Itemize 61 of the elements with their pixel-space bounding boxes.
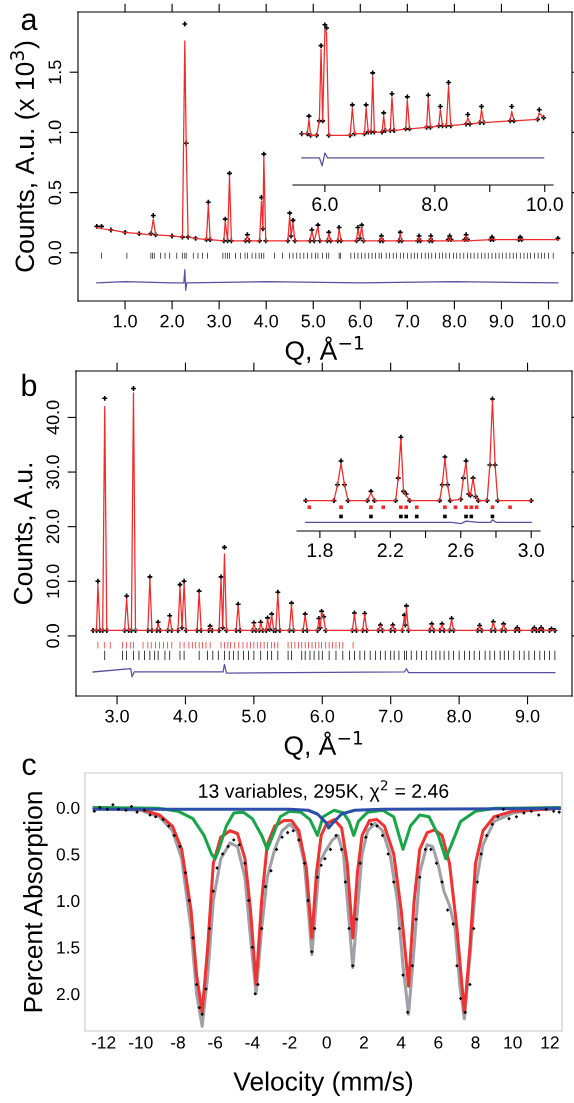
x-tick-label: -2 [282, 1036, 297, 1049]
annotation: 13 variables, 295K, χ$^{2}$ = 2.46 [199, 780, 449, 802]
x-tick-label: 7.0 [395, 314, 420, 328]
x-tick-label: -6 [208, 1036, 223, 1049]
y-tick-label: 1.5 [48, 60, 62, 84]
y-tick-label: 40.0 [46, 400, 60, 435]
x-tick-label: 4.0 [254, 314, 279, 328]
x-tick-label: -4 [245, 1036, 260, 1049]
y-tick-label: 1.5 [57, 941, 80, 954]
x-tick-label: 3.0 [105, 709, 129, 723]
y-tick-label: 10.0 [46, 564, 60, 598]
y-tick-label: 20.0 [46, 509, 60, 544]
x-axis-title: Q, Å$^{−1}$ [285, 336, 364, 365]
y-tick-label: 0.0 [56, 801, 80, 814]
x-tick-label: 6.0 [348, 314, 373, 328]
x-tick-label: 5.0 [242, 709, 266, 723]
x-tick-label: -10 [129, 1036, 153, 1049]
x-tick-label: -8 [171, 1036, 185, 1049]
x-tick-label: 2 [359, 1036, 368, 1049]
y-tick-label: 0.0 [46, 624, 60, 648]
x-tick-label: 10.0 [532, 314, 566, 328]
x-axis-title: Q, Å$^{−1}$ [284, 731, 363, 760]
y-axis-title: Counts, A.u. (x 10$^{3}$) [10, 41, 40, 272]
y-tick-label: 2.0 [56, 987, 80, 1001]
y-tick-label: 1.0 [48, 120, 62, 144]
x-tick-label: 2.6 [448, 543, 474, 558]
y-tick-label: 0.5 [48, 180, 62, 205]
x-tick-label: 8.0 [442, 314, 467, 328]
x-tick-label: 5.0 [301, 314, 326, 328]
x-tick-label: 12 [541, 1036, 559, 1049]
x-tick-label: 8.0 [447, 709, 471, 723]
x-tick-label: 6.0 [312, 197, 338, 212]
x-tick-label: 3.0 [518, 543, 544, 558]
y-tick-label: 0.0 [48, 240, 62, 265]
x-tick-label: 7.0 [379, 709, 403, 723]
y-tick-label: 30.0 [46, 455, 60, 489]
x-tick-label: 2.0 [160, 314, 184, 328]
y-axis-title: Counts, A.u. [13, 464, 36, 605]
chart-title: a [21, 13, 38, 31]
x-tick-label: 1.0 [113, 314, 137, 328]
x-tick-label: 8.0 [422, 197, 448, 212]
y-tick-label: 1.0 [57, 894, 80, 908]
x-tick-label: 9.0 [515, 709, 540, 723]
x-tick-label: 6.0 [310, 709, 335, 723]
x-tick-label: 8 [471, 1036, 480, 1049]
x-tick-label: 3.0 [207, 314, 231, 328]
x-tick-label: 2.2 [377, 543, 403, 557]
x-tick-label: 1.8 [307, 543, 333, 558]
x-tick-label: 4 [396, 1036, 406, 1049]
x-tick-label: 4.0 [173, 709, 198, 723]
y-tick-label: 0.5 [56, 848, 80, 861]
x-tick-label: 10.0 [527, 197, 563, 212]
chart-title: b [22, 373, 37, 397]
chart-title: c [22, 758, 36, 776]
y-axis-title: Percent Absorption [23, 792, 48, 1012]
x-tick-label: 0 [322, 1036, 331, 1049]
x-tick-label: 10 [504, 1036, 522, 1049]
x-axis-title: Velocity (mm/s) [233, 1071, 413, 1097]
x-tick-label: 9.0 [489, 314, 514, 328]
x-tick-label: -12 [91, 1036, 116, 1049]
x-tick-label: 6 [434, 1036, 443, 1049]
